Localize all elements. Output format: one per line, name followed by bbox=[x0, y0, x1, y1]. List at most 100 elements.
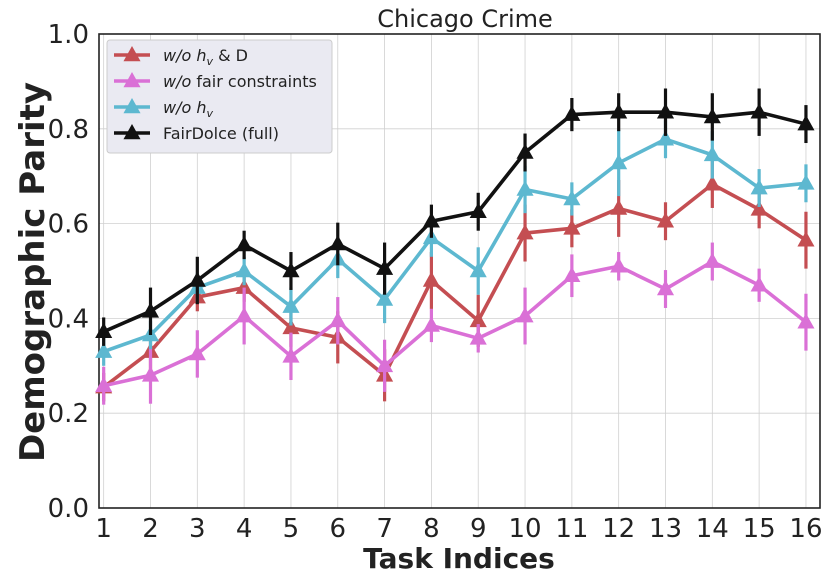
data-point bbox=[329, 311, 347, 328]
legend-item: w/o hv bbox=[114, 98, 214, 120]
data-point bbox=[422, 271, 440, 287]
data-point bbox=[656, 212, 675, 228]
data-point bbox=[750, 200, 768, 216]
data-point bbox=[469, 311, 487, 328]
x-tick-label: 16 bbox=[789, 514, 822, 544]
series-fairdolce-full- bbox=[95, 88, 815, 346]
series-line bbox=[103, 137, 807, 354]
data-point bbox=[750, 276, 768, 292]
data-point bbox=[797, 174, 815, 190]
data-point bbox=[797, 115, 815, 131]
data-point bbox=[188, 344, 206, 361]
series-line bbox=[102, 110, 807, 334]
data-point bbox=[610, 199, 628, 215]
data-point bbox=[703, 252, 721, 268]
y-tick-label: 0.8 bbox=[48, 115, 89, 145]
y-tick-label: 1.0 bbox=[48, 20, 89, 50]
series-w-o-h-v bbox=[95, 120, 815, 366]
x-tick-label: 7 bbox=[376, 514, 393, 544]
data-point bbox=[610, 257, 628, 273]
data-point bbox=[516, 224, 534, 240]
data-point bbox=[610, 153, 628, 170]
x-tick-label: 8 bbox=[423, 514, 440, 544]
y-tick-label: 0.2 bbox=[48, 399, 89, 429]
x-tick-label: 10 bbox=[508, 514, 541, 544]
data-point bbox=[750, 179, 768, 195]
series-line bbox=[103, 259, 808, 388]
x-tick-label: 14 bbox=[696, 514, 729, 544]
data-point bbox=[282, 318, 300, 335]
legend-box bbox=[106, 39, 333, 154]
data-point bbox=[703, 175, 721, 191]
x-tick-label: 5 bbox=[283, 514, 300, 544]
legend-label: w/o hv bbox=[163, 98, 214, 120]
data-point bbox=[95, 342, 113, 358]
legend-marker bbox=[123, 124, 141, 140]
y-tick-label: 0.4 bbox=[48, 304, 89, 334]
data-point bbox=[469, 329, 487, 345]
legend-item: w/o hv & D bbox=[114, 46, 248, 68]
data-point bbox=[797, 231, 815, 247]
data-point bbox=[703, 145, 721, 162]
data-point bbox=[516, 180, 534, 196]
data-point bbox=[563, 105, 581, 121]
x-tick-label: 9 bbox=[470, 514, 487, 544]
x-tick-label: 15 bbox=[743, 514, 776, 544]
data-point bbox=[376, 290, 394, 306]
data-point bbox=[188, 271, 206, 287]
data-point bbox=[95, 376, 113, 393]
data-point bbox=[516, 143, 534, 159]
data-point bbox=[141, 366, 160, 382]
data-point bbox=[282, 297, 300, 313]
data-point bbox=[95, 322, 113, 338]
legend-marker bbox=[123, 46, 141, 62]
legend-item: w/o fair constraints bbox=[114, 72, 317, 91]
series-line bbox=[102, 182, 807, 389]
legend-item: FairDolce (full) bbox=[114, 124, 279, 143]
data-point bbox=[469, 202, 487, 219]
data-point bbox=[656, 103, 675, 119]
data-point bbox=[563, 266, 581, 283]
data-point bbox=[656, 130, 675, 146]
x-tick-label: 4 bbox=[236, 514, 253, 544]
x-tick-label: 11 bbox=[555, 514, 588, 544]
chart-title: Chicago Crime bbox=[377, 5, 553, 33]
data-point bbox=[563, 219, 581, 235]
data-point bbox=[797, 313, 815, 329]
data-point bbox=[703, 107, 721, 124]
x-tick-label: 6 bbox=[329, 514, 346, 544]
data-point bbox=[516, 307, 534, 323]
data-point bbox=[750, 103, 768, 119]
data-point bbox=[235, 262, 253, 278]
x-tick-label: 13 bbox=[649, 514, 682, 544]
data-point bbox=[141, 302, 160, 318]
data-point bbox=[422, 316, 440, 332]
series-layer bbox=[95, 88, 815, 405]
data-point bbox=[329, 234, 347, 251]
y-tick-labels: 0.0 0.2 0.4 0.6 0.8 1.0 bbox=[48, 20, 89, 524]
y-tick-label: 0.6 bbox=[48, 210, 89, 240]
data-point bbox=[376, 259, 394, 275]
legend-label: w/o hv & D bbox=[163, 46, 248, 68]
y-tick-label: 0.0 bbox=[48, 494, 89, 524]
data-point bbox=[422, 212, 440, 228]
data-point bbox=[469, 262, 487, 278]
data-point bbox=[656, 280, 675, 296]
legend-marker bbox=[123, 98, 141, 114]
legend-label: FairDolce (full) bbox=[163, 124, 279, 143]
legend: w/o hv & D w/o fair constraints w/o hv Fair… bbox=[106, 39, 333, 154]
data-point bbox=[235, 235, 253, 252]
series-w-o-h-v-d bbox=[95, 160, 815, 402]
y-axis-title: Demographic Parity bbox=[13, 82, 53, 462]
data-point bbox=[282, 262, 300, 278]
data-point bbox=[610, 103, 628, 119]
x-tick-label: 12 bbox=[602, 514, 635, 544]
plot-frame bbox=[98, 33, 821, 509]
data-point bbox=[282, 347, 300, 363]
data-point bbox=[235, 278, 253, 294]
x-axis-title: Task Indices bbox=[363, 542, 555, 575]
data-point bbox=[563, 189, 581, 206]
legend-marker bbox=[123, 72, 141, 88]
data-point bbox=[376, 356, 394, 373]
